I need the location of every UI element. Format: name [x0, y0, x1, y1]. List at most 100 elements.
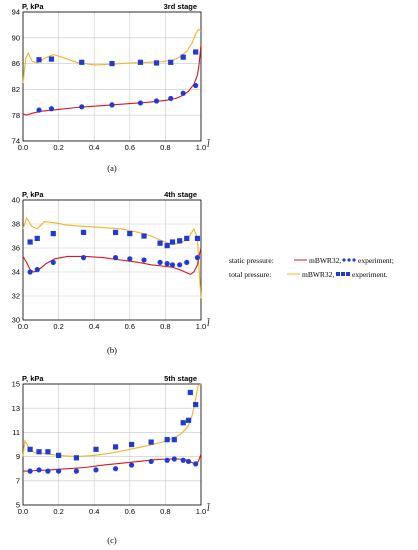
- data-point-circle: [112, 466, 119, 472]
- data-point-circle: [79, 104, 85, 110]
- x-tick-label: 0.4: [89, 322, 99, 331]
- y-tick-label: 74: [12, 137, 20, 146]
- x-tick-label: 0.4: [89, 507, 99, 516]
- data-point-circle: [194, 255, 201, 261]
- panel-caption: (b): [107, 345, 117, 355]
- data-point-square: [45, 449, 51, 455]
- y-tick-label: 30: [12, 316, 20, 325]
- data-point-circle: [93, 467, 99, 473]
- chart-panel-3: 0.0 0.2 0.4 0.6 0.8 1.0 5 7 9 11 13 15P, kPa 5th sta…: [12, 374, 211, 545]
- plot-frame: [22, 199, 202, 321]
- data-point-circle: [177, 262, 183, 268]
- data-point-circle: [27, 269, 33, 275]
- data-point-circle: [137, 100, 144, 106]
- legend-static-label: static pressure:: [229, 256, 274, 265]
- data-point-square: [79, 59, 85, 65]
- plot-frame: [22, 383, 202, 506]
- data-point-square: [187, 389, 193, 396]
- panel-title: 4th stage: [164, 190, 197, 199]
- data-point-circle: [56, 468, 62, 474]
- data-point-square: [27, 446, 33, 452]
- data-point-circle: [109, 102, 115, 108]
- data-point-circle: [73, 468, 79, 474]
- data-point-circle: [169, 262, 176, 268]
- x-tick-label: 0.0: [18, 143, 28, 152]
- y-tick-label: 9: [16, 452, 20, 461]
- data-point-square: [184, 235, 190, 241]
- y-tick-label: 38: [12, 220, 20, 229]
- y-tick-label: 11: [12, 428, 20, 437]
- x-axis-label: l̄: [207, 139, 211, 149]
- data-point-circle: [171, 456, 177, 462]
- x-axis-label: l̄: [207, 503, 211, 513]
- data-point-circle: [45, 468, 51, 474]
- panel-title: 3rd stage: [164, 2, 197, 11]
- x-tick-label: 0.8: [160, 143, 170, 152]
- data-point-square: [193, 401, 199, 408]
- data-point-square: [36, 57, 42, 63]
- data-point-circle: [148, 458, 154, 465]
- y-axis-label: P, kPa: [22, 2, 44, 11]
- data-point-circle: [128, 462, 135, 468]
- data-point-circle: [112, 255, 119, 261]
- data-point-square: [80, 229, 87, 235]
- x-tick-label: 1.0: [196, 507, 206, 516]
- legend-static-exp-marker: [342, 258, 356, 262]
- plot-frame: [22, 11, 202, 142]
- y-tick-label: 78: [12, 111, 20, 120]
- data-point-circle: [180, 90, 186, 96]
- y-tick-label: 7: [16, 476, 20, 485]
- data-point-circle: [36, 467, 42, 473]
- data-point-circle: [193, 461, 199, 467]
- data-point-square: [194, 235, 201, 241]
- legend: static pressure: mBWR32, experiment; tot…: [229, 256, 394, 279]
- y-tick-label: 15: [12, 380, 20, 389]
- x-tick-label: 1.0: [196, 143, 206, 152]
- x-tick-label: 0.6: [125, 322, 135, 331]
- x-tick-label: 0.2: [53, 507, 63, 516]
- data-point-circle: [80, 255, 87, 261]
- data-point-circle: [141, 257, 147, 263]
- data-point-square: [180, 420, 186, 426]
- panel-title: 5th stage: [164, 374, 197, 383]
- x-tick-label: 0.6: [125, 143, 135, 152]
- data-point-circle: [184, 259, 190, 265]
- legend-total-model: mBWR32,: [302, 270, 334, 279]
- y-tick-label: 32: [12, 292, 20, 301]
- legend-total-exp: experiment.: [352, 270, 388, 279]
- x-tick-label: 0.0: [18, 322, 28, 331]
- data-point-circle: [36, 107, 42, 113]
- legend-total-exp-marker: [336, 272, 350, 276]
- legend-static-model: mBWR32,: [309, 256, 341, 265]
- x-tick-label: 0.6: [125, 507, 135, 516]
- data-point-circle: [185, 458, 192, 465]
- chart-panel-2: 0.0 0.2 0.4 0.6 0.8 1.0 30 32 34 36 38 40P, kPa 4th …: [12, 190, 211, 355]
- y-axis-label: P, kPa: [22, 374, 44, 383]
- data-point-circle: [168, 95, 174, 102]
- x-tick-label: 1.0: [196, 322, 206, 331]
- data-point-square: [177, 238, 183, 244]
- data-point-square: [153, 60, 160, 66]
- data-point-square: [127, 231, 133, 237]
- data-point-square: [48, 56, 55, 62]
- data-point-circle: [164, 261, 170, 267]
- data-point-square: [34, 235, 40, 241]
- data-point-circle: [193, 82, 199, 89]
- data-point-circle: [164, 457, 170, 463]
- data-point-square: [109, 61, 115, 67]
- data-point-square: [180, 54, 186, 60]
- panel-caption: (a): [107, 163, 117, 173]
- data-point-square: [50, 231, 56, 237]
- series-line: [22, 216, 202, 299]
- x-tick-label: 0.2: [53, 143, 63, 152]
- data-point-square: [112, 444, 119, 450]
- y-tick-label: 40: [12, 196, 20, 205]
- series-line: [22, 383, 202, 458]
- data-point-circle: [48, 106, 55, 112]
- x-tick-label: 0.0: [18, 507, 28, 516]
- data-point-circle: [27, 468, 33, 474]
- data-point-square: [141, 233, 147, 239]
- data-point-circle: [50, 259, 56, 265]
